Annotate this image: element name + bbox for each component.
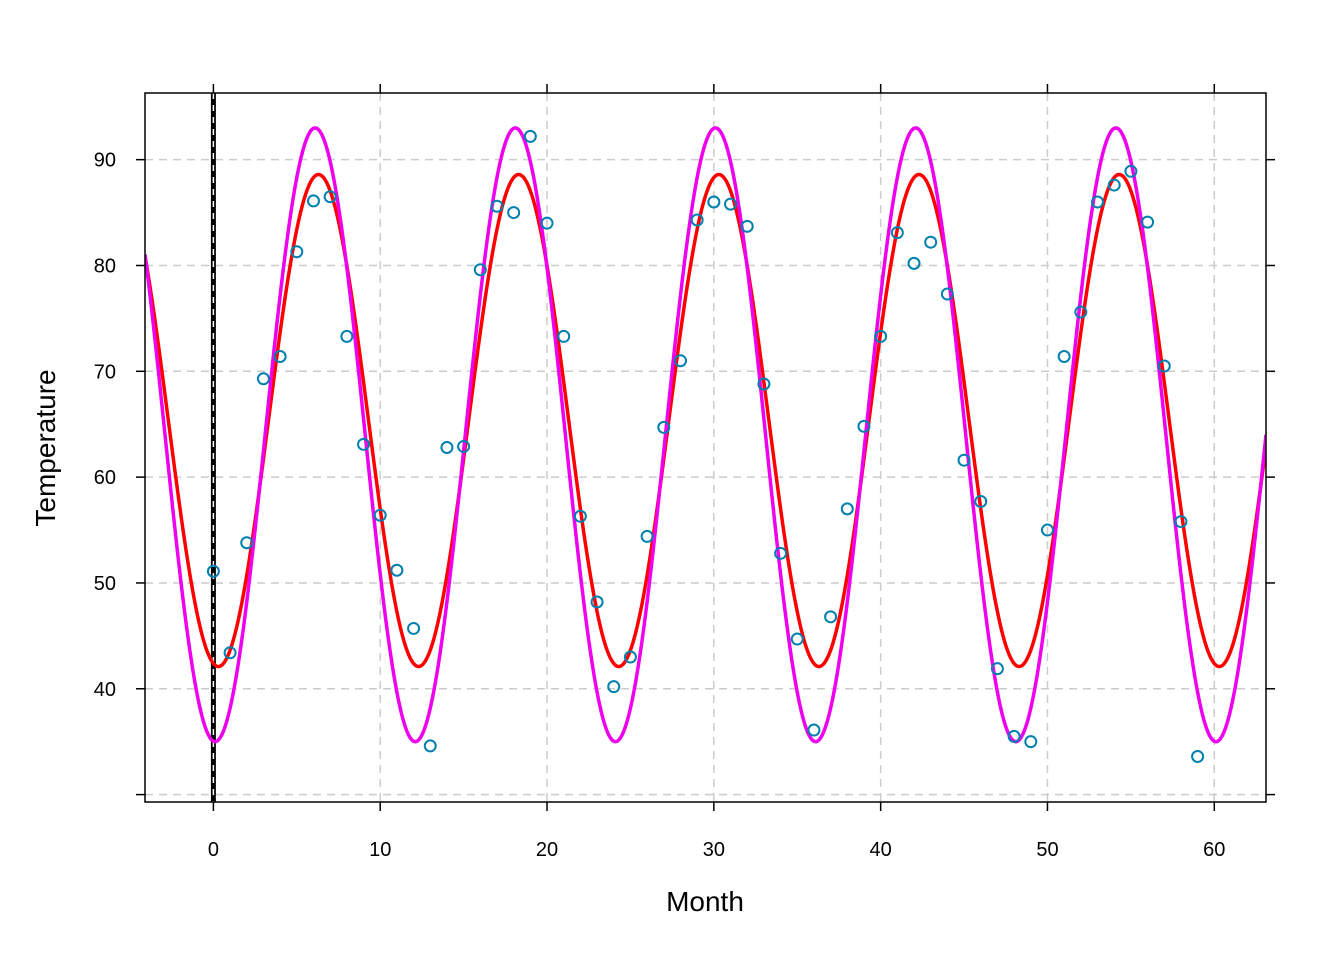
data-point (273, 349, 287, 363)
curve-fit-magenta (145, 126, 1266, 744)
data-point (473, 263, 487, 277)
data-point (957, 453, 971, 467)
data-point (357, 437, 371, 451)
curve-fit-red (145, 172, 1266, 669)
grid-lines (145, 93, 1266, 802)
data-point (690, 213, 704, 227)
data-point (256, 372, 270, 386)
plot-frame (144, 92, 1267, 803)
data-point (457, 439, 471, 453)
data-point (390, 563, 404, 577)
data-point (1141, 215, 1155, 229)
data-point (1124, 164, 1138, 178)
data-point (874, 329, 888, 343)
data-point (407, 621, 421, 635)
y-tick-label: 70 (94, 361, 116, 383)
x-tick-label: 40 (870, 839, 892, 861)
data-point (907, 256, 921, 270)
data-point (1007, 729, 1021, 743)
x-tick-label: 0 (208, 839, 219, 861)
x-tick-label: 50 (1036, 839, 1058, 861)
data-point (1091, 195, 1105, 209)
data-point (206, 564, 220, 578)
data-point (757, 377, 771, 391)
data-point (1191, 749, 1205, 763)
data-point (290, 245, 304, 259)
data-point (990, 662, 1004, 676)
y-tick-label: 90 (94, 150, 116, 172)
data-point (1040, 523, 1054, 537)
data-point (707, 195, 721, 209)
y-tick-label: 40 (94, 679, 116, 701)
axis-ticks: 0 10 20 30 40 50 60 40 50 60 70 80 90 (94, 84, 1275, 861)
data-point (523, 129, 537, 143)
data-point (657, 420, 671, 434)
data-point (240, 536, 254, 550)
data-point (724, 197, 738, 211)
y-axis-label: Temperature (30, 369, 61, 526)
data-point (640, 529, 654, 543)
data-point (423, 739, 437, 753)
data-point (340, 329, 354, 343)
data-point (1107, 178, 1121, 192)
x-axis-label: Month (666, 886, 744, 917)
data-point (1157, 359, 1171, 373)
data-point (673, 354, 687, 368)
data-point (1024, 735, 1038, 749)
data-point (807, 723, 821, 737)
x-tick-label: 60 (1203, 839, 1225, 861)
data-point (940, 287, 954, 301)
data-point (490, 199, 504, 213)
data-point (323, 190, 337, 204)
data-point (573, 509, 587, 523)
data-point (1074, 305, 1088, 319)
data-point (557, 329, 571, 343)
data-point (890, 226, 904, 240)
y-tick-label: 60 (94, 467, 116, 489)
x-tick-label: 10 (369, 839, 391, 861)
data-point (373, 508, 387, 522)
data-point (1174, 515, 1188, 529)
y-tick-label: 50 (94, 573, 116, 595)
x-tick-label: 20 (536, 839, 558, 861)
data-point (590, 595, 604, 609)
data-point (924, 235, 938, 249)
data-point (774, 546, 788, 560)
data-point (623, 650, 637, 664)
data-point (607, 680, 621, 694)
data-point (440, 441, 454, 454)
data-point (824, 610, 838, 624)
data-point (857, 419, 871, 433)
data-point (223, 646, 237, 660)
data-point (507, 206, 521, 220)
data-point (740, 219, 754, 233)
data-point (540, 216, 554, 230)
data-point (1057, 349, 1071, 363)
data-points (206, 129, 1205, 763)
data-point (840, 502, 854, 516)
fit-curves (145, 126, 1266, 744)
data-point (790, 632, 804, 646)
data-point (306, 194, 320, 208)
data-point (974, 494, 988, 508)
y-tick-label: 80 (94, 255, 116, 277)
x-tick-label: 30 (703, 839, 725, 861)
